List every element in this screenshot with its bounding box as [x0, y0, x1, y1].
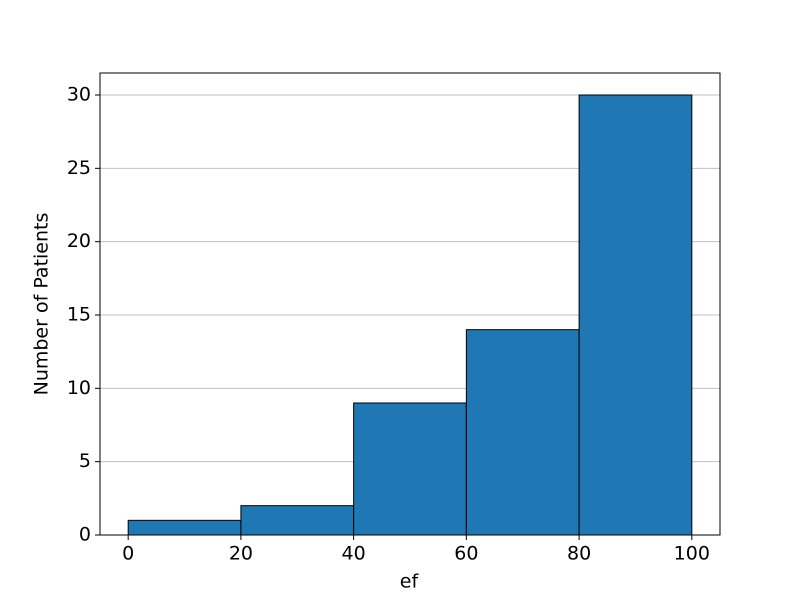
bar: [465, 329, 580, 536]
y-axis-label: Number of Patients: [31, 213, 53, 396]
y-tick-label: 5: [79, 450, 91, 472]
x-axis-label: ef: [400, 571, 420, 593]
y-tick-label: 30: [67, 84, 91, 106]
x-tick-label: 40: [342, 543, 366, 565]
bar: [353, 402, 467, 536]
y-tick-label: 25: [67, 157, 91, 179]
bar: [127, 519, 242, 536]
bar: [578, 94, 693, 536]
y-tick-label: 20: [67, 230, 91, 252]
bar: [240, 505, 355, 536]
y-tick-label: 15: [67, 304, 91, 326]
x-tick-label: 100: [674, 543, 710, 565]
x-tick-label: 0: [122, 543, 134, 565]
x-tick-label: 80: [567, 543, 591, 565]
plot-frame: [99, 72, 721, 536]
y-tick-label: 10: [67, 377, 91, 399]
x-tick-label: 60: [454, 543, 478, 565]
x-tick-label: 20: [229, 543, 253, 565]
y-tick-label: 0: [79, 524, 91, 546]
